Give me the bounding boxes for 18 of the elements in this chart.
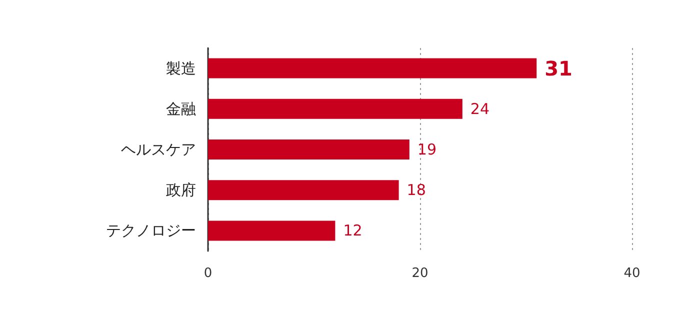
x-tick-label: 0 [204, 266, 212, 281]
y-tick-label: テクノロジー [106, 222, 196, 240]
data-label: 24 [470, 100, 490, 118]
x-tick-label: 20 [412, 266, 428, 281]
y-tick-label: 金融 [166, 100, 196, 118]
y-tick-label: 製造 [166, 59, 196, 78]
data-label: 19 [417, 140, 436, 158]
x-tick-label: 40 [624, 266, 640, 281]
data-label: 12 [343, 222, 362, 240]
y-tick-label: ヘルスケア [121, 140, 196, 158]
bar [208, 140, 410, 160]
bar [208, 58, 537, 78]
bar [208, 98, 462, 119]
bar [208, 220, 336, 241]
bar [208, 180, 399, 200]
y-tick-label: 政府 [166, 181, 196, 200]
data-label: 31 [544, 56, 572, 80]
data-label: 18 [406, 181, 426, 200]
